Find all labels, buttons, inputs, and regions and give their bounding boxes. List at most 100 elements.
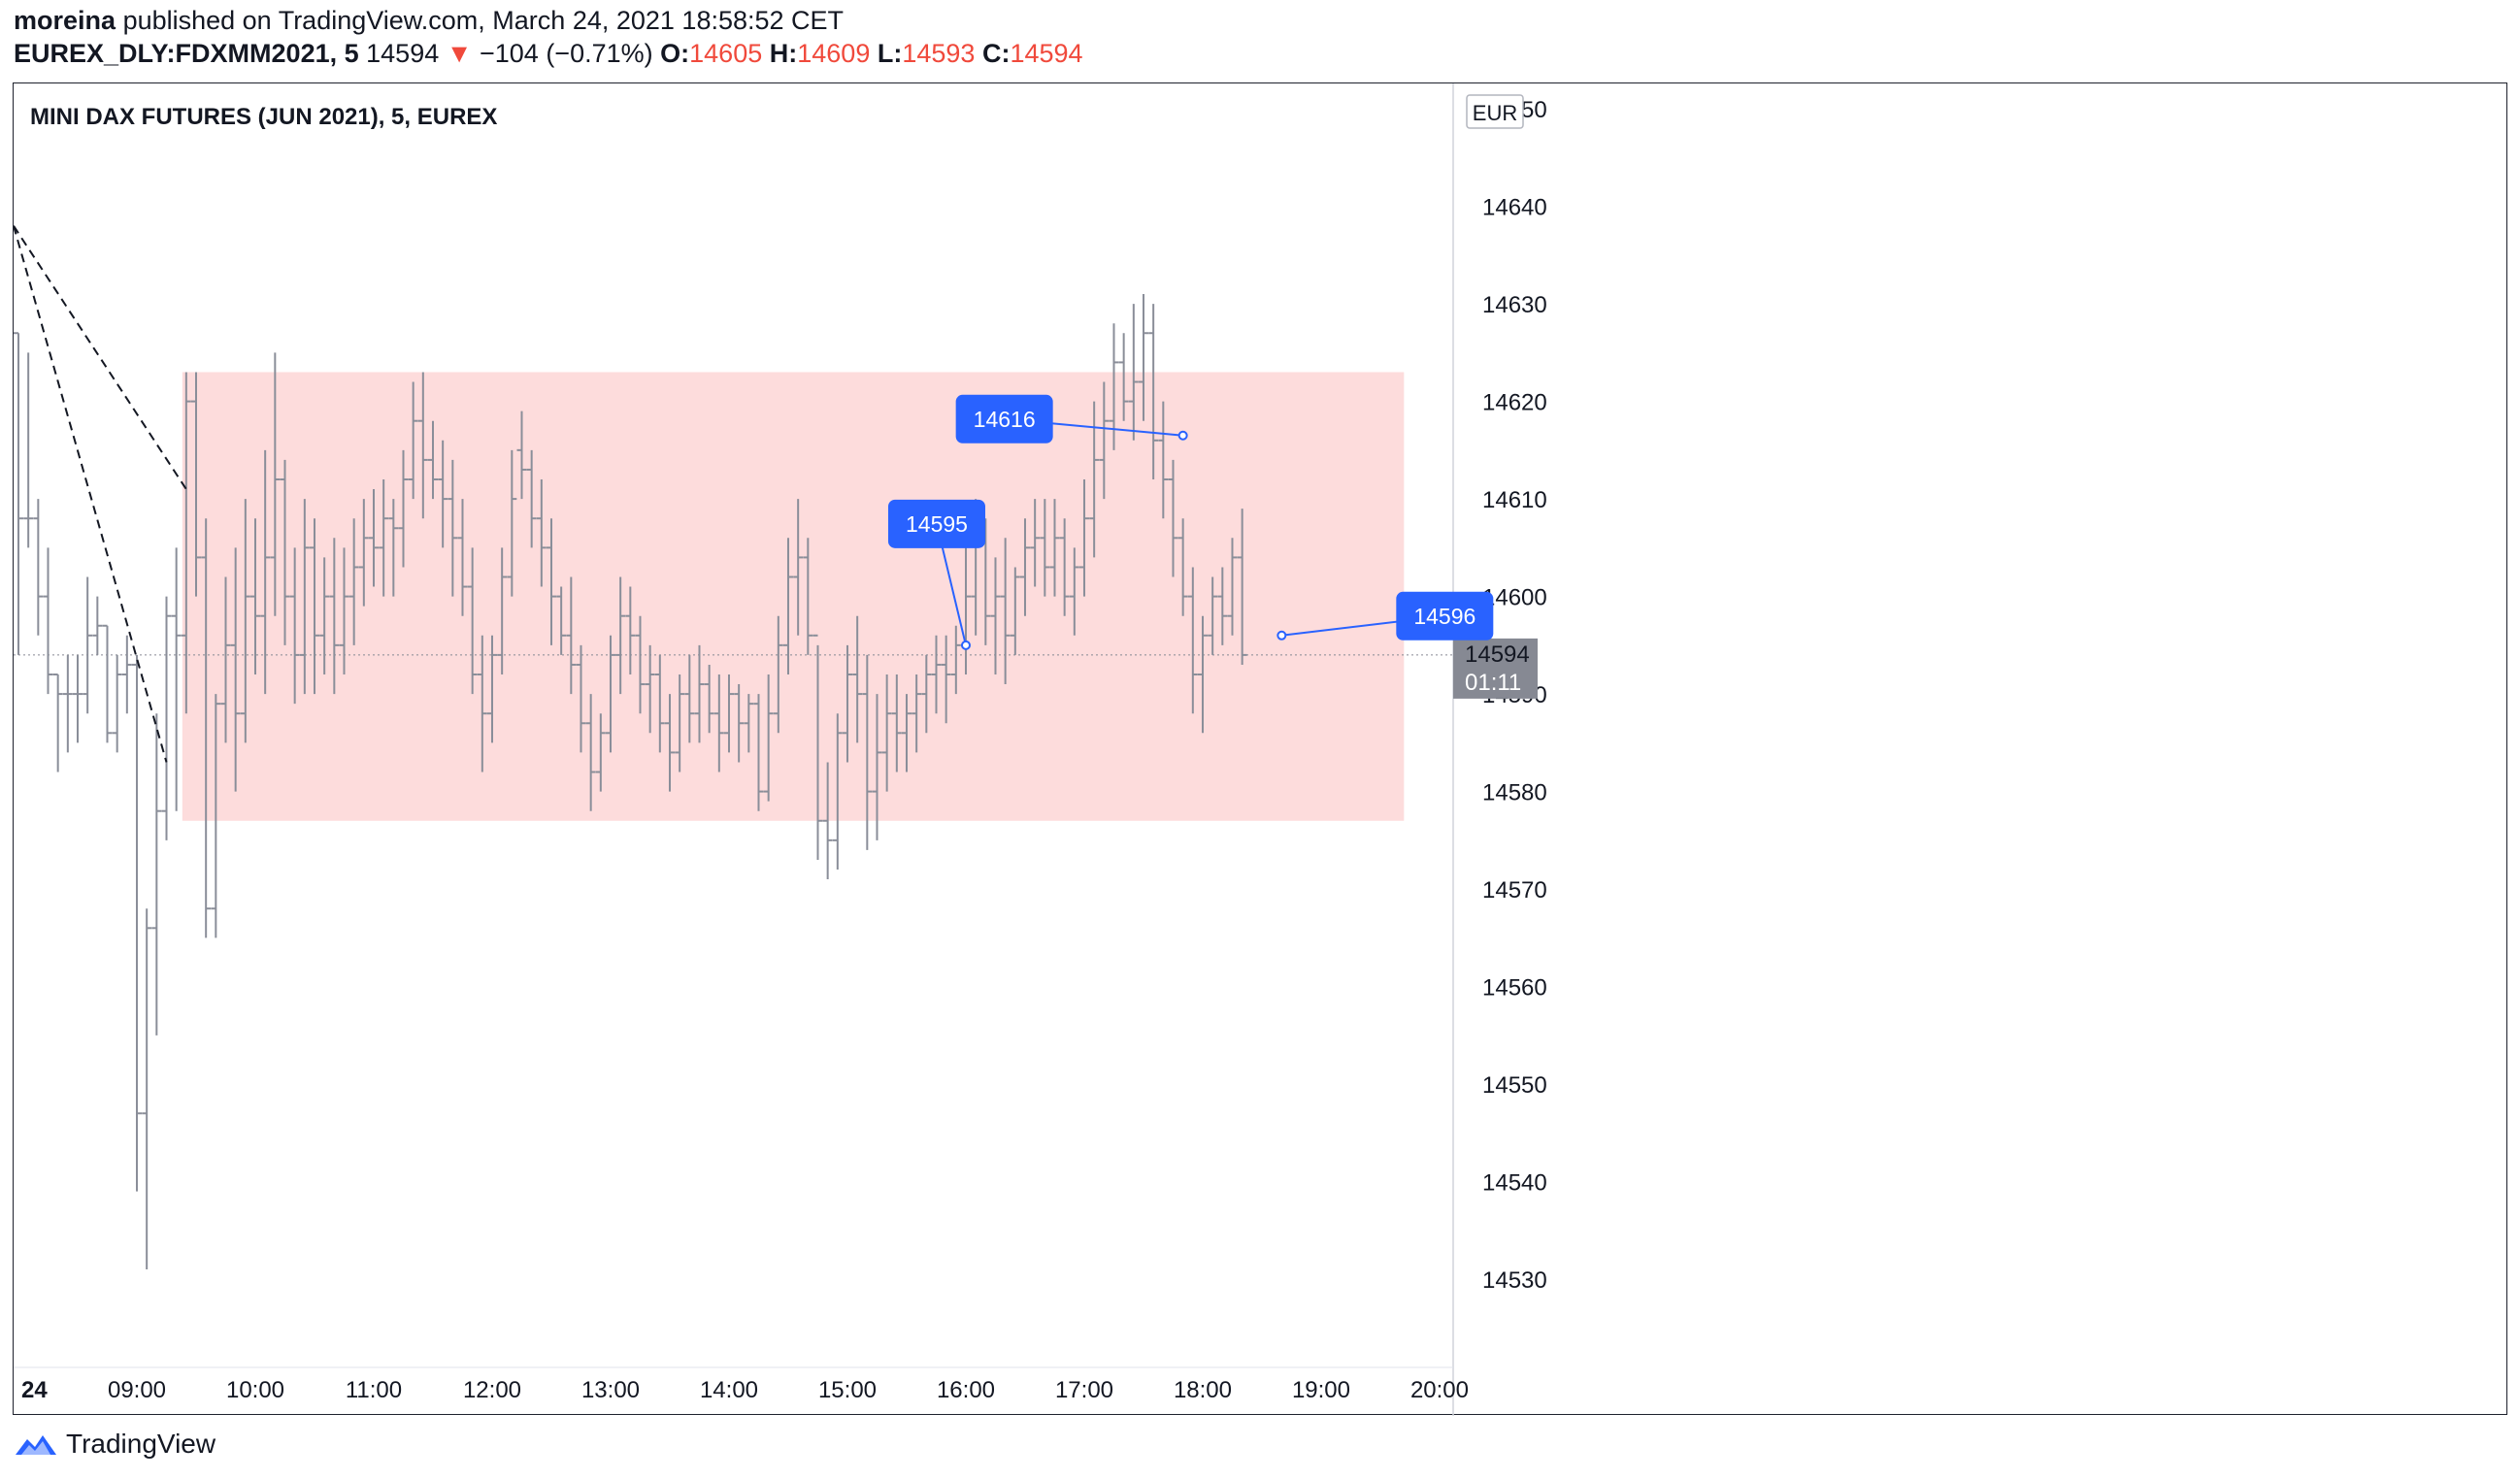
callout-anchor (960, 640, 971, 650)
ohlc-bar (793, 499, 804, 636)
ohlc-bar (1168, 459, 1178, 577)
ohlc-bar (417, 372, 428, 519)
currency-label: EUR (1473, 101, 1517, 125)
ohlc-bar (1158, 401, 1169, 519)
x-tick-label: 18:00 (1174, 1377, 1232, 1403)
y-tick-label: 14620 (1482, 390, 1547, 416)
trend-line (14, 225, 168, 763)
ohlc-bar (250, 518, 260, 674)
date-label: 24 (21, 1377, 48, 1403)
currency-box (1466, 94, 1524, 129)
ohlc-bar (526, 449, 537, 548)
trend-line (14, 225, 187, 490)
x-tick-label: 19:00 (1292, 1377, 1350, 1403)
ohlc-bar (62, 654, 73, 753)
ohlc-bar (388, 499, 399, 597)
down-arrow-icon: ▼ (446, 39, 473, 68)
ohlc-bar (1030, 499, 1041, 587)
ohlc-bar (921, 654, 932, 734)
open-value: 14605 (689, 39, 763, 68)
ohlc-bar (832, 713, 843, 870)
y-tick-label: 14540 (1482, 1170, 1547, 1197)
y-tick-label: 14570 (1482, 877, 1547, 904)
ohlc-bar (901, 694, 912, 772)
ohlc-bar (941, 635, 951, 724)
ohlc-bar (220, 576, 231, 743)
high-label: H: (769, 39, 798, 68)
callout-label: 14595 (906, 511, 968, 537)
ohlc-bar (121, 635, 132, 714)
ohlc-bar (654, 654, 665, 753)
ohlc-bar (1000, 538, 1011, 685)
x-tick-label: 10:00 (226, 1377, 284, 1403)
ohlc-bar (881, 674, 892, 792)
ohlc-bar (142, 908, 152, 1270)
ohlc-bar (23, 352, 34, 548)
ohlc-bar (33, 499, 44, 636)
ohlc-bar (664, 694, 675, 792)
ohlc-bar (497, 547, 508, 674)
x-tick-label: 20:00 (1410, 1377, 1469, 1403)
ohlc-bar (694, 644, 705, 743)
ohlc-bar (931, 635, 942, 714)
ohlc-bar (744, 694, 754, 753)
y-tick-label: 14610 (1482, 487, 1547, 513)
ohlc-bar (1059, 518, 1070, 616)
low-label: L: (877, 39, 903, 68)
ohlc-bar (1177, 518, 1188, 616)
ohlc-bar (684, 654, 695, 743)
ohlc-bar (891, 674, 902, 772)
ohlc-bar (201, 518, 212, 938)
ohlc-bar (132, 654, 143, 1192)
ohlc-bar (713, 674, 724, 772)
ohlc-bar (516, 411, 527, 500)
ohlc-bar (1208, 576, 1218, 655)
tradingview-footer[interactable]: TradingView (14, 1425, 216, 1463)
ohlc-bar (556, 586, 567, 655)
ohlc-bar (990, 557, 1001, 674)
ohlc-bar (536, 479, 547, 587)
ohlc-bar (1227, 538, 1238, 636)
ohlc-bar (1128, 304, 1139, 441)
ohlc-bar (477, 635, 487, 772)
ohlc-bar (1138, 294, 1148, 421)
last-price-countdown: 01:11 (1465, 670, 1521, 696)
callout-label: 14616 (974, 407, 1036, 432)
ohlc-bar (83, 576, 93, 714)
ohlc-bar (448, 459, 458, 597)
ohlc-bar (408, 381, 418, 500)
author-name[interactable]: moreina (14, 6, 116, 35)
ohlc-bar (595, 713, 606, 792)
symbol-line: EUREX_DLY:FDXMM2021, 5 14594 ▼ −104 (−0.… (14, 39, 1083, 69)
ohlc-bar (240, 499, 250, 743)
high-value: 14609 (797, 39, 871, 68)
ohlc-bar (782, 538, 793, 674)
chart-frame[interactable]: 1453014540145501456014570145801459014600… (13, 82, 2508, 1416)
tradingview-logo-icon (16, 1435, 56, 1455)
x-tick-label: 17:00 (1055, 1377, 1113, 1403)
ohlc-bar (52, 674, 63, 772)
ohlc-bar (486, 635, 497, 743)
ohlc-bar (43, 547, 53, 695)
ohlc-bar (872, 694, 882, 840)
ohlc-bar (912, 674, 922, 753)
ohlc-bar (773, 615, 783, 734)
x-tick-label: 09:00 (108, 1377, 166, 1403)
price-callout: 14616 (955, 394, 1188, 444)
ohlc-bar (723, 674, 734, 753)
ohlc-bar (181, 372, 191, 714)
ohlc-bar (329, 538, 340, 695)
ohlc-bar (112, 654, 122, 753)
ohlc-bar (1049, 499, 1060, 597)
ohlc-bar (546, 518, 556, 645)
ohlc-bar (1187, 567, 1198, 714)
ohlc-bar (576, 644, 586, 753)
ohlc-chart[interactable]: 1453014540145501456014570145801459014600… (14, 83, 2508, 1416)
y-tick-label: 14630 (1482, 292, 1547, 318)
ohlc-bar (585, 694, 596, 811)
x-tick-label: 15:00 (818, 1377, 877, 1403)
x-tick-label: 12:00 (463, 1377, 521, 1403)
y-tick-label: 14560 (1482, 975, 1547, 1002)
price-change: −104 (−0.71%) (480, 39, 653, 68)
callout-box (887, 499, 985, 548)
